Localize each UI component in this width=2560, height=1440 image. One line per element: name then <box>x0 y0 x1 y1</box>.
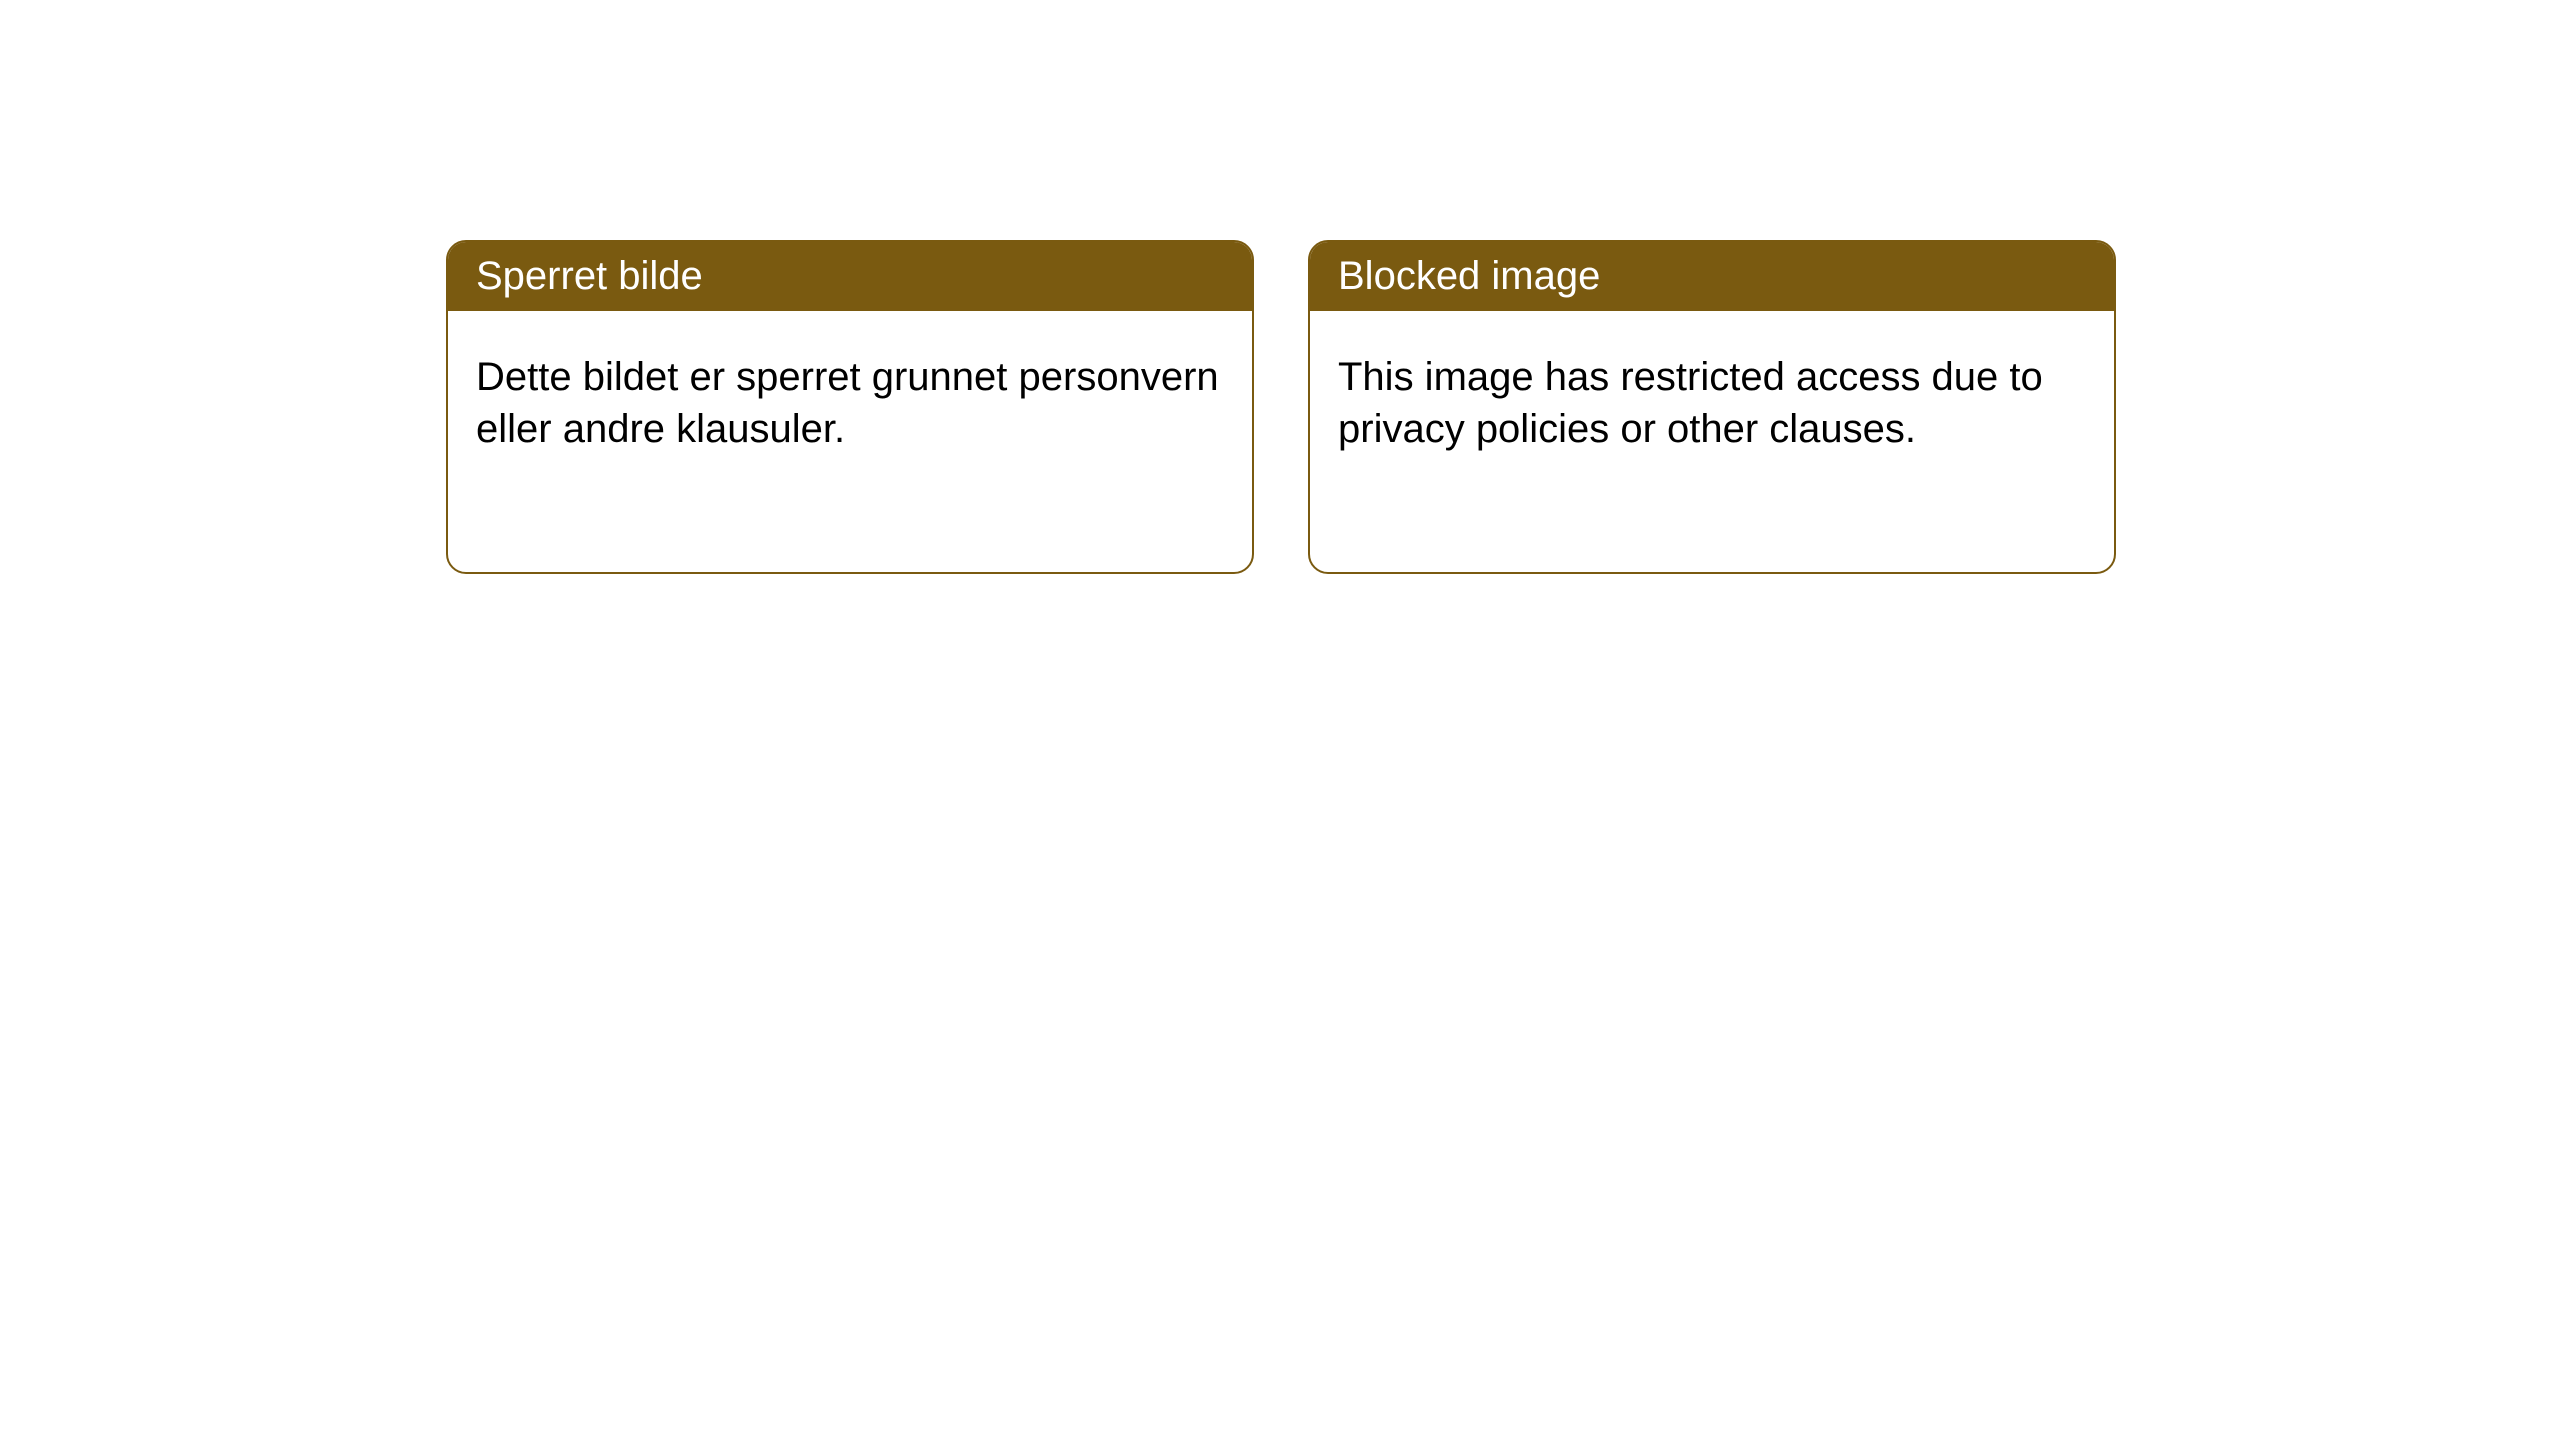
notice-body-english: This image has restricted access due to … <box>1310 311 2114 495</box>
notice-title-english: Blocked image <box>1310 242 2114 311</box>
notice-container: Sperret bilde Dette bildet er sperret gr… <box>446 240 2116 574</box>
notice-title-norwegian: Sperret bilde <box>448 242 1252 311</box>
notice-card-english: Blocked image This image has restricted … <box>1308 240 2116 574</box>
notice-card-norwegian: Sperret bilde Dette bildet er sperret gr… <box>446 240 1254 574</box>
notice-body-norwegian: Dette bildet er sperret grunnet personve… <box>448 311 1252 495</box>
